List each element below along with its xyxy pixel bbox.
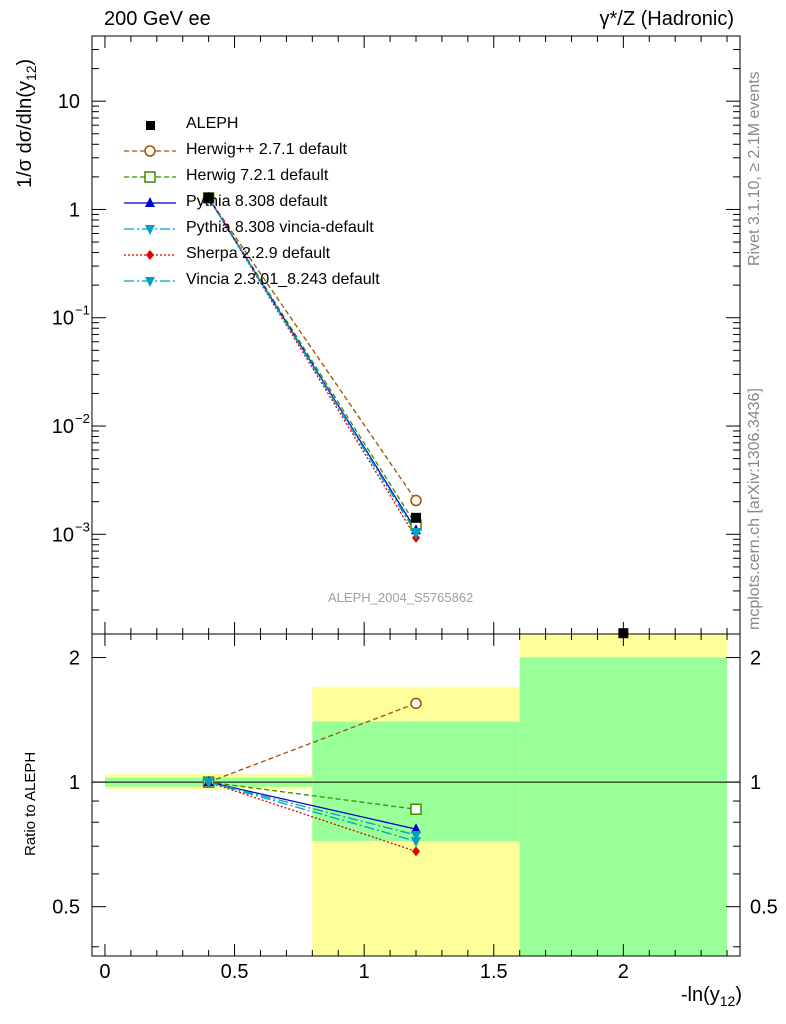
series-line-main-5 [208,197,417,534]
ratio-band-inner-1 [312,721,520,842]
ratio-uncertainty-bands [104,634,728,956]
rivet-version-note: Rivet 3.1.10, ≥ 2.1M events [746,71,763,266]
main-y-tick-label: 10 [52,416,74,438]
main-y-tick-label: 10 [52,524,74,546]
series-point-ratio-4 [412,846,420,857]
header-right-label: γ*/Z (Hadronic) [599,8,734,30]
series-point-ratio-5 [411,837,421,848]
legend-symbol-series-2 [124,197,176,207]
legend-label-series-5: Vincia 2.3.01_8.243 default [186,271,380,288]
ratio-panel-series [202,697,422,857]
legend-entry-series-0: Herwig++ 2.7.1 default [122,138,442,164]
legend-entry-series-5: Vincia 2.3.01_8.243 default [122,268,442,294]
ratio-y-tick-label-right: 1 [750,772,761,794]
series-point-ratio-3 [411,831,421,842]
legend-marker [144,145,156,157]
main-panel-series [202,191,629,639]
legend-label-series-1: Herwig 7.2.1 default [186,167,329,184]
series-line-ratio-1 [208,781,417,810]
legend-symbol-series-3 [124,225,176,235]
main-y-tick-exponent: −2 [75,411,90,426]
legend-label-series-3: Pythia 8.308 vincia-default [186,219,374,236]
legend-entry-series-2: Pythia 8.308 default [122,190,442,216]
ratio-y-tick-label: 2 [69,648,80,670]
legend-marker [144,171,156,183]
ratio-y-tick-label-right: 2 [750,648,761,670]
ratio-y-tick-label-right: 0.5 [750,897,778,919]
x-tick-label: 0 [99,961,110,983]
main-y-tick-label: 10 [58,91,80,113]
legend-symbol-data [146,121,155,130]
legend-entry-series-4: Sherpa 2.2.9 default [122,242,442,268]
legend-marker [145,225,155,235]
main-y-tick-label: 10 [52,308,74,330]
series-point-ratio-5 [203,778,214,789]
legend-entry-series-1: Herwig 7.2.1 default [122,164,442,190]
main-y-tick-exponent: −1 [75,303,90,318]
legend: ALEPH Herwig++ 2.7.1 default Herwig 7.2.… [122,112,442,294]
series-line-ratio-0 [208,702,417,783]
x-tick-label: 1 [359,961,370,983]
main-y-axis-label: 1/σ dσ/dln(y12) [14,58,39,188]
legend-label-data: ALEPH [186,115,239,132]
main-y-tick-exponent: −3 [75,519,90,534]
data-point-main [411,512,421,523]
ratio-y-axis-label: Ratio to ALEPH [22,751,39,856]
axes-frame [91,35,741,957]
series-point-ratio-2 [411,823,421,834]
analysis-id-label: ALEPH_2004_S5765862 [328,590,474,605]
data-point-main [203,192,214,203]
legend-label-series-2: Pythia 8.308 default [186,193,328,210]
legend-marker [145,277,155,287]
series-point-main-0 [410,494,422,507]
mcplots-reference: mcplots.cern.ch [arXiv:1306.3436] [746,388,763,630]
legend-marker [146,250,154,260]
x-axis-label: -ln(y12) [680,984,742,1009]
legend-marker [145,197,155,207]
series-line-ratio-2 [208,781,417,830]
series-line-main-0 [208,197,417,501]
series-point-ratio-1 [410,803,422,815]
legend-entry-series-3: Pythia 8.308 vincia-default [122,216,442,242]
legend-label-series-0: Herwig++ 2.7.1 default [186,141,347,158]
legend-symbol-series-0 [124,145,176,157]
legend-symbol-series-1 [124,171,176,183]
ratio-y-tick-label: 1 [69,772,80,794]
data-point-main [618,628,629,639]
legend-symbol-series-5 [124,277,176,287]
series-point-main-5 [411,529,421,540]
x-tick-label: 2 [618,961,629,983]
series-point-ratio-0 [410,697,422,710]
x-tick-label: 0.5 [221,961,249,983]
header-left-label: 200 GeV ee [104,8,211,30]
legend-entry-data: ALEPH [122,112,442,138]
ratio-y-tick-label: 0.5 [52,897,80,919]
legend-label-series-4: Sherpa 2.2.9 default [186,245,331,262]
x-tick-label: 1.5 [480,961,508,983]
ratio-band-inner-2 [519,657,728,956]
legend-symbol-series-4 [124,250,176,260]
main-y-tick-label: 1 [69,199,80,221]
series-line-ratio-4 [208,781,417,853]
